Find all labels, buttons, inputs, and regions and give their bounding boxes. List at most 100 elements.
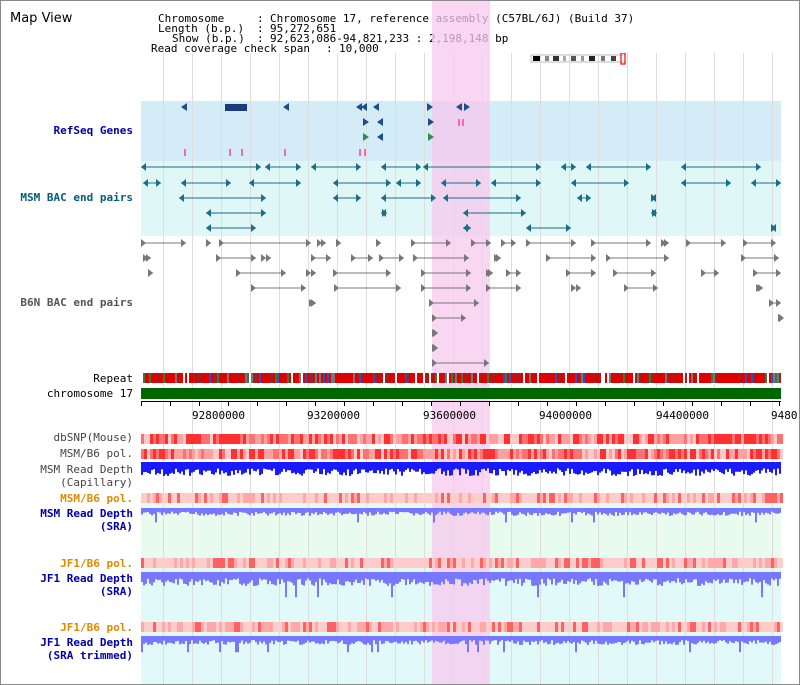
b6n-bac-end bbox=[613, 269, 618, 277]
depth-bar bbox=[281, 572, 283, 580]
track-label-msm-depth-capillary: MSM Read Depth bbox=[40, 463, 133, 476]
depth-bar bbox=[551, 636, 553, 641]
heat-cell bbox=[237, 558, 240, 568]
heat-cell bbox=[741, 493, 744, 503]
depth-bar bbox=[155, 636, 157, 643]
depth-bar bbox=[271, 636, 273, 641]
depth-bar bbox=[193, 462, 195, 472]
heat-cell bbox=[198, 449, 201, 459]
track-label-refseq-genes[interactable]: RefSeq Genes bbox=[53, 124, 133, 137]
heat-cell bbox=[339, 434, 342, 444]
heat-cell bbox=[603, 493, 606, 503]
depth-bar bbox=[779, 508, 781, 513]
heat-cell bbox=[429, 493, 432, 503]
depth-bar bbox=[751, 462, 753, 475]
msm-bac-end bbox=[179, 194, 184, 202]
heat-cell bbox=[309, 449, 312, 459]
heat-cell bbox=[762, 434, 765, 444]
heat-cell bbox=[351, 622, 354, 632]
heat-cell bbox=[468, 558, 471, 568]
depth-bar bbox=[687, 462, 689, 473]
heat-cell bbox=[447, 558, 450, 568]
depth-bar bbox=[181, 572, 183, 580]
heat-cell bbox=[657, 558, 660, 568]
repeat-segment bbox=[157, 373, 159, 383]
heat-cell bbox=[228, 493, 231, 503]
heat-cell bbox=[303, 493, 306, 503]
depth-bar bbox=[627, 462, 629, 476]
heat-cell bbox=[351, 493, 354, 503]
repeat-segment bbox=[309, 373, 311, 383]
depth-bar bbox=[545, 462, 547, 473]
heat-cell bbox=[462, 558, 465, 568]
depth-bar bbox=[349, 572, 351, 583]
depth-bar bbox=[189, 462, 191, 476]
heat-cell bbox=[390, 493, 393, 503]
depth-bar bbox=[417, 462, 419, 472]
repeat-segment bbox=[645, 373, 647, 383]
heat-cell bbox=[192, 622, 195, 632]
depth-bar bbox=[701, 508, 703, 516]
heat-cell bbox=[768, 449, 771, 459]
depth-bar bbox=[527, 508, 529, 513]
depth-bar bbox=[481, 572, 483, 579]
heat-cell bbox=[729, 449, 732, 459]
repeat-segment bbox=[549, 373, 551, 383]
repeat-segment bbox=[403, 373, 405, 383]
depth-bar bbox=[325, 462, 327, 476]
depth-bar bbox=[685, 508, 687, 516]
repeat-segment bbox=[259, 373, 261, 383]
heat-cell bbox=[459, 434, 462, 444]
depth-bar bbox=[405, 572, 407, 586]
repeat-segment bbox=[703, 373, 705, 383]
heat-cell bbox=[153, 449, 156, 459]
heat-cell bbox=[555, 434, 558, 444]
track-label-msm-bac[interactable]: MSM BAC end pairs bbox=[20, 191, 133, 204]
depth-bar bbox=[697, 508, 699, 512]
depth-bar bbox=[279, 462, 281, 474]
heat-cell bbox=[558, 622, 561, 632]
depth-bar bbox=[403, 462, 405, 472]
repeat-segment bbox=[719, 373, 721, 383]
heat-cell bbox=[747, 622, 750, 632]
depth-bar bbox=[473, 572, 475, 580]
depth-bar bbox=[757, 462, 759, 471]
repeat-segment bbox=[741, 373, 743, 383]
depth-bar bbox=[761, 572, 763, 598]
heat-cell bbox=[168, 622, 171, 632]
heat-cell bbox=[354, 622, 357, 632]
heat-cell bbox=[714, 558, 717, 568]
repeat-segment bbox=[289, 373, 291, 383]
heat-cell bbox=[330, 622, 333, 632]
heat-cell bbox=[213, 622, 216, 632]
heat-cell bbox=[456, 558, 459, 568]
track-label-b6n-bac[interactable]: B6N BAC end pairs bbox=[20, 296, 133, 309]
depth-bar bbox=[489, 572, 491, 583]
refseq-pink-mark bbox=[241, 149, 243, 156]
depth-bar bbox=[693, 572, 695, 580]
heat-cell bbox=[666, 558, 669, 568]
depth-bar bbox=[345, 508, 347, 514]
heat-cell bbox=[378, 493, 381, 503]
chromosome-ideogram[interactable] bbox=[529, 53, 629, 65]
depth-bar bbox=[521, 462, 523, 471]
heat-cell bbox=[558, 434, 561, 444]
repeat-segment bbox=[523, 373, 525, 383]
depth-bar bbox=[477, 572, 479, 584]
depth-bar bbox=[433, 462, 435, 474]
repeat-segment bbox=[759, 373, 761, 383]
depth-bar bbox=[179, 462, 181, 474]
depth-bar bbox=[369, 572, 371, 586]
depth-bar bbox=[453, 636, 455, 644]
heat-cell bbox=[345, 558, 348, 568]
depth-bar bbox=[439, 572, 441, 586]
heat-cell bbox=[444, 622, 447, 632]
depth-bar bbox=[143, 572, 145, 586]
heat-cell bbox=[462, 493, 465, 503]
heat-cell bbox=[159, 493, 162, 503]
heat-cell bbox=[489, 558, 492, 568]
heat-cell bbox=[420, 449, 423, 459]
depth-bar bbox=[209, 572, 211, 583]
repeat-segment bbox=[593, 373, 595, 383]
